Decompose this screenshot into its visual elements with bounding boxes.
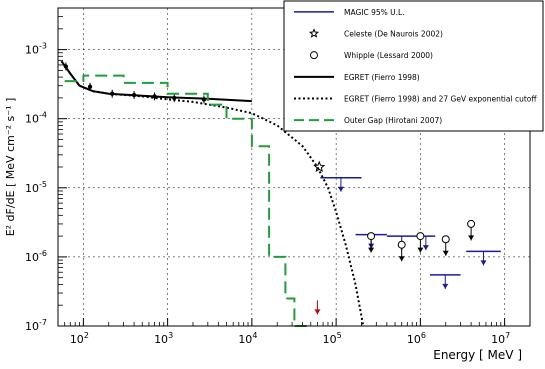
legend-box bbox=[283, 0, 544, 132]
magic-upper-limit-arrow-head bbox=[422, 245, 429, 251]
whipple-circle-marker bbox=[397, 240, 406, 249]
magic-upper-limit-arrow-head bbox=[337, 186, 344, 192]
legend-label: Whipple (Lessard 2000) bbox=[344, 51, 433, 60]
magic-upper-limit-arrow-head bbox=[480, 260, 487, 266]
series-line-dashed bbox=[64, 74, 311, 327]
whipple-upper-limit-arrow-head bbox=[442, 250, 449, 256]
series-layer bbox=[60, 60, 501, 327]
x-tick-label: 104 bbox=[238, 331, 257, 346]
whipple-upper-limit-arrow-head bbox=[368, 247, 375, 253]
legend-label: MAGIC 95% U.L. bbox=[344, 8, 405, 17]
whipple-upper-limit-arrow-head bbox=[417, 247, 424, 253]
whipple-upper-limit-arrow-head bbox=[398, 256, 405, 262]
axes: 102 103 104 105 106 107 10-7 10-6 10-5 10-4 10-3 bbox=[25, 7, 531, 346]
y-tick-label: 10-7 bbox=[25, 318, 47, 333]
whipple-circle-marker bbox=[416, 232, 425, 241]
x-tick-label: 106 bbox=[407, 331, 426, 346]
whipple-upper-limit-arrow-head bbox=[468, 235, 475, 241]
legend-swatch-circle bbox=[310, 51, 318, 60]
y-tick-label: 10-6 bbox=[25, 249, 47, 264]
red-marker-arrow-head bbox=[314, 309, 321, 315]
magic-upper-limit-arrow-head bbox=[442, 283, 449, 289]
legend-label: EGRET (Fierro 1998) bbox=[344, 73, 420, 82]
whipple-circle-marker bbox=[467, 219, 476, 228]
legend-label: Celeste (De Naurois 2002) bbox=[344, 30, 443, 39]
x-tick-label: 107 bbox=[491, 331, 510, 346]
x-tick-label: 103 bbox=[154, 331, 173, 346]
x-tick-label: 105 bbox=[323, 331, 342, 346]
y-tick-label: 10-4 bbox=[25, 111, 47, 126]
legend-label: EGRET (Fierro 1998) and 27 GeV exponenti… bbox=[344, 95, 537, 104]
legend: MAGIC 95% U.L. Celeste (De Naurois 2002) W… bbox=[283, 0, 544, 132]
y-axis-label: E² dF/dE [ MeV cm⁻² s⁻¹ ] bbox=[4, 98, 17, 237]
x-tick-label: 102 bbox=[70, 331, 89, 346]
whipple-circle-marker bbox=[441, 235, 450, 244]
legend-swatch-star bbox=[309, 28, 319, 38]
series-line-solid bbox=[60, 60, 252, 103]
legend-label: Outer Gap (Hirotani 2007) bbox=[344, 116, 442, 125]
y-tick-label: 10-3 bbox=[25, 42, 47, 57]
y-tick-label: 10-5 bbox=[25, 180, 47, 195]
x-axis-label: Energy [ MeV ] bbox=[433, 348, 522, 362]
whipple-circle-marker bbox=[367, 232, 376, 241]
